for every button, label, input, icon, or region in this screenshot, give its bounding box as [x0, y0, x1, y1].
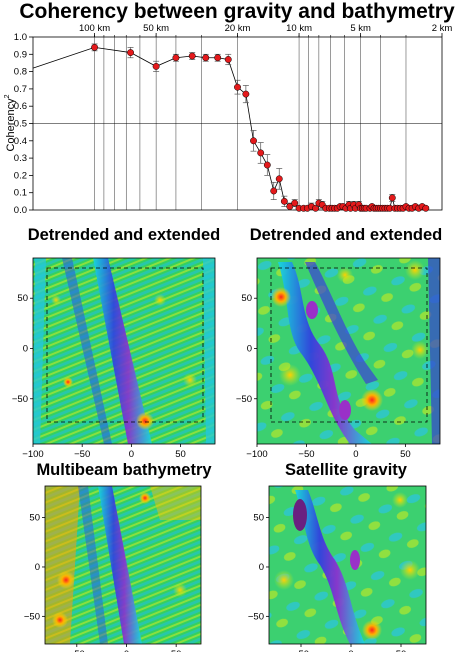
y-tick-label: 0.7: [14, 84, 27, 95]
y-tick-label: 0.0: [14, 205, 27, 216]
map-y-tick-label: −50: [236, 394, 252, 405]
data-point: [224, 56, 232, 63]
data-point: [91, 43, 99, 51]
map-x-tick-label: −50: [293, 649, 309, 652]
map-x-tick-label: −100: [246, 449, 267, 460]
coherency-axes: 100 km 50 km 20 km 10 km 5 km 2 km 0.0 0.1 0.2 0.…: [14, 23, 453, 216]
map-y-tick-label: −50: [248, 611, 264, 622]
data-point: [291, 199, 299, 207]
y-tick-label: 0.9: [14, 49, 27, 60]
map-y-tick-label: 50: [253, 513, 264, 524]
map-x-tick-label: 50: [175, 449, 186, 460]
dashed-box-b: [270, 267, 428, 423]
map-x-tick-label: −50: [298, 449, 314, 460]
map-x-tick-label: 0: [124, 649, 129, 652]
panel-title-multibeam: Multibeam bathymetry: [36, 461, 212, 479]
x-tick-label: 5 km: [350, 23, 371, 34]
map-satellite-gravity: [269, 486, 426, 644]
x-tick-label: 10 km: [286, 23, 312, 34]
y-tick-label: 0.5: [14, 119, 27, 130]
data-point: [270, 187, 278, 195]
map-detrended-bathymetry: [33, 258, 215, 444]
data-point: [250, 137, 257, 145]
data-point: [172, 54, 180, 62]
y-tick-label: 0.6: [14, 101, 27, 112]
data-point: [214, 54, 222, 62]
coherency-series: [32, 43, 430, 212]
map-x-tick-label: 50: [171, 649, 182, 652]
map-frame-d: [268, 485, 427, 645]
panel-title-detrended-right: Detrended and extended: [250, 226, 443, 244]
y-tick-label: 0.2: [14, 170, 27, 181]
y-tick-label: 0.8: [14, 67, 27, 78]
map-y-tick-label: −50: [12, 394, 28, 405]
map-y-tick-label: 50: [17, 293, 28, 304]
data-point: [188, 52, 196, 60]
map-y-tick-label: 0: [35, 562, 40, 573]
map-x-tick-label: 50: [400, 449, 411, 460]
data-point: [257, 149, 265, 157]
y-tick-label: 1.0: [14, 32, 27, 43]
panel-title-detrended-left: Detrended and extended: [28, 226, 221, 244]
data-point: [127, 49, 134, 57]
x-tick-label: 20 km: [225, 23, 251, 34]
map-multibeam-bathymetry: [45, 486, 201, 644]
map-y-tick-label: 0: [247, 343, 252, 354]
map-y-tick-label: 0: [259, 562, 264, 573]
map-x-tick-label: −50: [74, 449, 90, 460]
figure-title: Coherency between gravity and bathymetry: [19, 0, 455, 23]
y-tick-label: 0.3: [14, 153, 27, 164]
map-detrended-gravity: [257, 258, 440, 444]
x-tick-label: 100 km: [79, 23, 110, 34]
coherency-plot: 100 km 50 km 20 km 10 km 5 km 2 km 0.0 0.1 0.2 0.…: [4, 23, 452, 216]
map-x-tick-label: 0: [129, 449, 134, 460]
map-x-tick-label: 0: [348, 649, 353, 652]
dashed-box-a: [46, 267, 204, 423]
data-point: [280, 197, 288, 205]
map-x-tick-label: 0: [353, 449, 358, 460]
coherency-gridlines: [33, 37, 442, 210]
map-axes: −100 −50 0 50 50 0 −50 −100 −50 0 50 50 0 −50 −50 0 50 50…: [12, 293, 411, 652]
map-x-tick-label: −50: [69, 649, 85, 652]
data-point: [263, 161, 271, 169]
data-point: [152, 62, 160, 70]
map-y-tick-label: 50: [241, 293, 252, 304]
panel-title-satellite-gravity: Satellite gravity: [285, 461, 408, 479]
data-point: [388, 194, 396, 202]
y-tick-label: 0.4: [14, 136, 27, 147]
map-frame-c: [44, 485, 202, 645]
map-frame-a: [32, 257, 216, 445]
map-frame-b: [256, 257, 441, 445]
x-tick-label: 50 km: [143, 23, 169, 34]
data-point: [202, 54, 210, 62]
y-axis-label: Coherency2: [4, 94, 17, 151]
x-tick-label: 2 km: [432, 23, 453, 34]
data-point: [242, 90, 250, 98]
data-point: [422, 204, 430, 212]
map-y-tick-label: 0: [23, 343, 28, 354]
y-tick-label: 0.1: [14, 188, 27, 199]
map-y-tick-label: −50: [24, 611, 40, 622]
data-point: [234, 83, 241, 91]
map-x-tick-label: 50: [396, 649, 407, 652]
map-y-tick-label: 50: [29, 513, 40, 524]
map-x-tick-label: −100: [22, 449, 43, 460]
data-point: [275, 175, 283, 183]
